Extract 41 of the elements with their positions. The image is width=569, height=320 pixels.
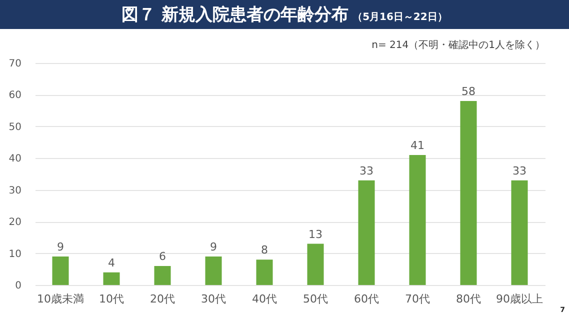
x-tick-label: 40代: [252, 292, 277, 306]
data-label: 6: [159, 250, 166, 263]
bar: [256, 260, 273, 285]
y-tick-label: 10: [8, 248, 22, 260]
x-tick-label: 90歳以上: [496, 292, 543, 306]
y-tick-label: 30: [8, 185, 22, 196]
bar: [154, 266, 171, 285]
data-label: 9: [57, 240, 64, 254]
x-tick-label: 20代: [150, 292, 175, 306]
bar: [409, 154, 426, 285]
x-tick-label: 10代: [99, 292, 124, 306]
bar: [205, 256, 222, 285]
bar: [307, 244, 324, 285]
x-tick-label: 60代: [354, 292, 379, 306]
data-label: 41: [410, 138, 424, 152]
data-label: 58: [462, 85, 476, 98]
x-tick-label: 70代: [405, 292, 430, 306]
bar: [460, 101, 477, 285]
x-tick-label: 30代: [201, 292, 226, 306]
y-tick-label: 0: [15, 280, 22, 292]
bar: [358, 180, 375, 285]
data-label: 8: [261, 244, 268, 257]
y-tick-label: 60: [8, 90, 22, 102]
data-label: 4: [108, 256, 115, 270]
y-tick-label: 70: [8, 58, 22, 70]
data-label: 9: [210, 240, 217, 254]
bar: [103, 272, 120, 285]
bar: [511, 180, 528, 285]
data-label: 33: [360, 164, 374, 178]
x-tick-label: 10歳未満: [37, 292, 84, 306]
bar: [52, 256, 69, 285]
chart-subtitle: （5月16日～22日）: [352, 12, 448, 23]
x-tick-label: 50代: [303, 292, 328, 306]
y-tick-label: 40: [8, 154, 22, 165]
text: n= 214（不明・確認中の1人を除く）: [372, 39, 545, 51]
chart-title: 図７ 新規入院患者の年齢分布: [122, 5, 349, 25]
data-label: 33: [512, 164, 526, 178]
data-label: 13: [308, 228, 322, 241]
y-tick-label: 20: [8, 217, 22, 228]
y-tick-label: 50: [8, 122, 22, 133]
x-tick-label: 80代: [456, 292, 481, 306]
